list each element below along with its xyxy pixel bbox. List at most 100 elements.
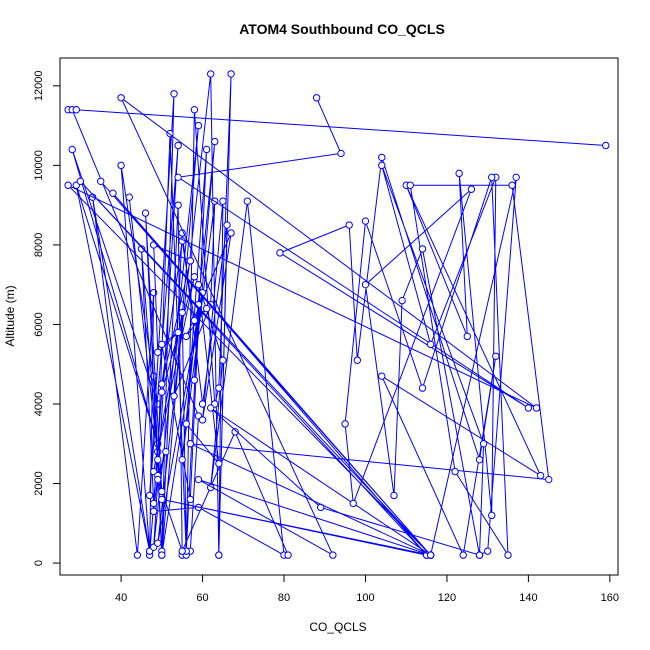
data-point — [68, 145, 76, 154]
data-point — [178, 308, 186, 317]
data-point — [378, 153, 386, 162]
data-point — [508, 181, 516, 189]
series-3 — [174, 94, 553, 559]
data-point — [479, 440, 488, 448]
data-point — [219, 197, 227, 205]
data-point — [231, 428, 239, 436]
x-tick-label: 40 — [115, 592, 127, 604]
x-tick-label: 140 — [519, 592, 537, 604]
data-point — [186, 495, 195, 504]
data-point — [545, 475, 553, 484]
data-point — [178, 547, 186, 555]
data-point — [463, 332, 471, 341]
data-point — [202, 145, 211, 154]
data-point — [504, 551, 512, 559]
y-axis: 0 2000 4000 6000 8000 10000 12000 — [33, 71, 61, 566]
data-point — [174, 173, 182, 182]
series-4 — [72, 106, 610, 150]
data-point — [378, 161, 386, 170]
data-point — [133, 551, 142, 559]
data-point — [154, 539, 162, 547]
data-point — [207, 70, 215, 78]
data-point — [158, 487, 166, 496]
y-tick-label: 2000 — [33, 471, 45, 495]
data-point — [158, 495, 166, 504]
chart-title: ATOM4 Southbound CO_QCLS — [239, 21, 445, 37]
data-point — [198, 416, 207, 424]
data-point — [459, 551, 467, 559]
data-point — [174, 141, 182, 150]
data-point — [215, 384, 223, 392]
data-point — [174, 328, 182, 337]
data-point — [337, 149, 345, 158]
y-tick-label: 8000 — [33, 233, 45, 257]
data-point — [154, 348, 162, 356]
x-tick-label: 160 — [601, 592, 619, 604]
y-tick-label: 10000 — [33, 150, 45, 181]
data-point — [219, 356, 227, 364]
data-point — [467, 185, 476, 193]
data-point — [186, 257, 195, 265]
series-line — [67, 97, 537, 557]
data-point — [426, 340, 435, 349]
data-point — [349, 499, 357, 508]
data-point — [117, 161, 125, 170]
data-point — [194, 121, 203, 130]
data-point — [488, 173, 496, 182]
data-point — [202, 304, 211, 313]
plot-frame — [59, 57, 619, 576]
data-point — [190, 273, 199, 281]
y-tick-label: 12000 — [33, 71, 45, 102]
x-tick-label: 120 — [438, 592, 456, 604]
data-point — [182, 420, 190, 428]
data-point — [154, 455, 162, 464]
data-point — [378, 372, 386, 380]
data-point — [158, 551, 166, 559]
data-point — [186, 440, 195, 448]
series-layer — [64, 70, 610, 559]
data-point — [492, 352, 500, 360]
data-point — [512, 173, 520, 182]
data-point — [76, 177, 85, 185]
data-point — [194, 280, 203, 289]
x-axis-label: CO_QCLS — [309, 620, 366, 634]
data-point — [190, 316, 199, 325]
data-point — [149, 499, 158, 508]
data-point — [451, 467, 459, 476]
data-point — [524, 404, 533, 412]
series-1 — [125, 70, 292, 559]
data-point — [178, 455, 186, 464]
series-2 — [64, 94, 541, 559]
data-point — [158, 388, 166, 396]
data-point — [284, 551, 292, 559]
data-point — [64, 181, 72, 189]
data-point — [211, 137, 219, 146]
data-point — [141, 209, 150, 217]
data-point — [170, 90, 178, 98]
data-point — [154, 475, 162, 484]
data-point — [149, 507, 158, 516]
data-point — [97, 177, 105, 185]
data-point — [455, 169, 463, 178]
data-point — [227, 70, 235, 78]
data-point — [532, 404, 541, 412]
data-point — [223, 221, 231, 229]
data-point — [475, 455, 484, 464]
data-point — [475, 551, 484, 559]
data-point — [361, 217, 370, 225]
data-point — [182, 332, 190, 341]
data-point — [353, 356, 362, 364]
x-axis: 40 60 80 100 120 140 160 — [115, 574, 619, 604]
data-point — [158, 340, 166, 349]
data-point — [418, 384, 427, 392]
series-line — [76, 109, 606, 146]
data-point — [227, 229, 235, 237]
data-point — [198, 400, 207, 408]
data-point — [361, 280, 370, 289]
y-tick-label: 6000 — [33, 312, 45, 336]
data-point — [215, 459, 223, 468]
plot-area — [59, 57, 619, 576]
x-tick-label: 60 — [196, 592, 208, 604]
data-point — [536, 471, 545, 480]
